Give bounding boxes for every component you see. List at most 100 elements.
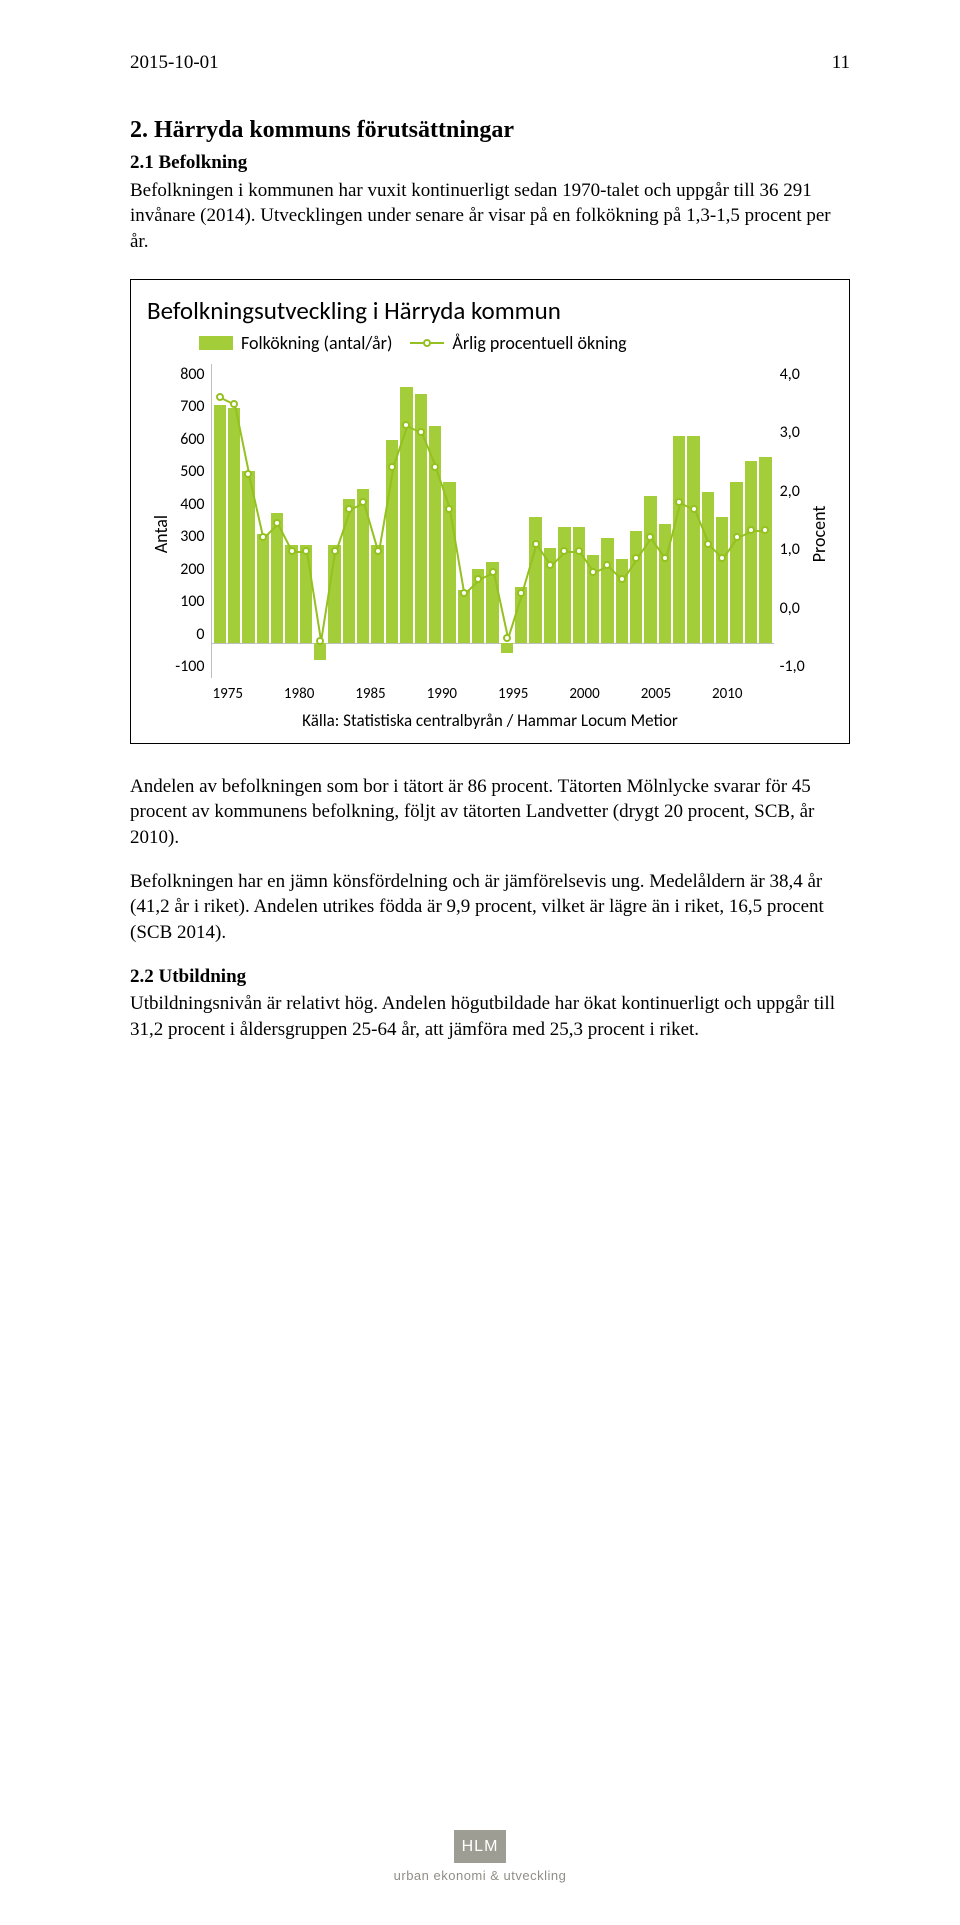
line-marker bbox=[603, 561, 611, 569]
x-tick bbox=[693, 684, 701, 704]
line-marker bbox=[690, 505, 698, 513]
bar-column bbox=[486, 364, 498, 643]
bar bbox=[300, 545, 312, 643]
bar bbox=[730, 482, 742, 643]
section-2-heading: 2. Härryda kommuns förutsättningar bbox=[130, 114, 850, 146]
bar bbox=[228, 408, 240, 643]
x-tick bbox=[397, 684, 405, 704]
legend-bar: Folkökning (antal/år) bbox=[199, 331, 392, 355]
bar-column bbox=[501, 364, 513, 643]
line-marker bbox=[216, 393, 224, 401]
y-right-ticks: 4,03,02,01,00,0-1,0 bbox=[774, 364, 805, 678]
x-tick: 2010 bbox=[712, 684, 742, 704]
footer-logo-icon: HLM bbox=[454, 1830, 507, 1864]
x-tick bbox=[602, 684, 610, 704]
x-axis-labels: 19751980198519901995200020052010 bbox=[211, 678, 774, 704]
x-tick bbox=[346, 684, 354, 704]
subhead-2-1: 2.1 Befolkning bbox=[130, 150, 850, 176]
x-tick bbox=[255, 684, 263, 704]
y-left-tick: 500 bbox=[175, 461, 204, 483]
legend-line-label: Årlig procentuell ökning bbox=[452, 331, 626, 355]
x-tick bbox=[264, 684, 272, 704]
bar-column bbox=[300, 364, 312, 643]
bar-column bbox=[242, 364, 254, 643]
y-right-tick: 1,0 bbox=[780, 539, 805, 561]
bar bbox=[716, 517, 728, 643]
y-right-tick: 2,0 bbox=[780, 481, 805, 503]
x-tick bbox=[388, 684, 396, 704]
x-tick: 1985 bbox=[355, 684, 385, 704]
bar bbox=[630, 531, 642, 643]
line-marker bbox=[618, 575, 626, 583]
line-marker bbox=[445, 505, 453, 513]
line-marker bbox=[316, 637, 324, 645]
line-marker bbox=[589, 568, 597, 576]
x-tick bbox=[488, 684, 496, 704]
population-chart: Befolkningsutveckling i Härryda kommun F… bbox=[130, 279, 850, 744]
bar bbox=[673, 436, 685, 643]
line-marker bbox=[460, 589, 468, 597]
bar-column bbox=[271, 364, 283, 643]
x-tick bbox=[326, 684, 334, 704]
line-marker bbox=[747, 526, 755, 534]
y-left-tick: 800 bbox=[175, 364, 204, 386]
bar-column bbox=[529, 364, 541, 643]
x-tick bbox=[611, 684, 619, 704]
x-tick: 1995 bbox=[498, 684, 528, 704]
bar bbox=[529, 517, 541, 643]
bar-column bbox=[285, 364, 297, 643]
line-marker bbox=[244, 470, 252, 478]
line-marker bbox=[632, 554, 640, 562]
line-marker bbox=[646, 533, 654, 541]
bar-column bbox=[472, 364, 484, 643]
bar-column bbox=[702, 364, 714, 643]
x-tick bbox=[459, 684, 467, 704]
bar-column bbox=[544, 364, 556, 643]
bar-column bbox=[630, 364, 642, 643]
x-tick: 2005 bbox=[641, 684, 671, 704]
para-2-2-a: Utbildningsnivån är relativt hög. Andele… bbox=[130, 991, 850, 1042]
bar-column bbox=[745, 364, 757, 643]
bar bbox=[601, 538, 613, 643]
bar bbox=[759, 457, 771, 643]
x-tick bbox=[744, 684, 752, 704]
x-tick bbox=[702, 684, 710, 704]
x-tick: 1990 bbox=[427, 684, 457, 704]
line-marker bbox=[230, 400, 238, 408]
y-left-axis-label: Antal bbox=[147, 364, 175, 704]
bar-column bbox=[228, 364, 240, 643]
bar-column bbox=[443, 364, 455, 643]
line-marker bbox=[733, 533, 741, 541]
bar-column bbox=[357, 364, 369, 643]
bar-column bbox=[659, 364, 671, 643]
y-left-tick: -100 bbox=[175, 656, 204, 678]
bar-column bbox=[759, 364, 771, 643]
y-left-tick: 200 bbox=[175, 559, 204, 581]
line-marker bbox=[474, 575, 482, 583]
legend-line: Årlig procentuell ökning bbox=[410, 331, 626, 355]
line-marker bbox=[489, 568, 497, 576]
line-marker bbox=[704, 540, 712, 548]
chart-legend: Folkökning (antal/år) Årlig procentuell … bbox=[199, 331, 833, 355]
x-tick bbox=[316, 684, 324, 704]
line-marker bbox=[718, 554, 726, 562]
y-right-axis-label: Procent bbox=[805, 364, 833, 704]
footer-subtitle: urban ekonomi & utveckling bbox=[0, 1867, 960, 1885]
bar bbox=[644, 496, 656, 643]
x-tick bbox=[621, 684, 629, 704]
line-marker bbox=[374, 547, 382, 555]
x-tick bbox=[754, 684, 762, 704]
x-tick bbox=[417, 684, 425, 704]
x-tick bbox=[479, 684, 487, 704]
chart-source: Källa: Statistiska centralbyrån / Hammar… bbox=[147, 710, 833, 733]
y-left-tick: 300 bbox=[175, 526, 204, 548]
bar-column bbox=[371, 364, 383, 643]
line-marker bbox=[273, 519, 281, 527]
line-marker bbox=[517, 589, 525, 597]
bar-column bbox=[415, 364, 427, 643]
x-tick: 2000 bbox=[569, 684, 599, 704]
y-left-tick: 400 bbox=[175, 494, 204, 516]
line-marker bbox=[388, 463, 396, 471]
chart-title: Befolkningsutveckling i Härryda kommun bbox=[147, 294, 833, 328]
line-marker bbox=[331, 547, 339, 555]
